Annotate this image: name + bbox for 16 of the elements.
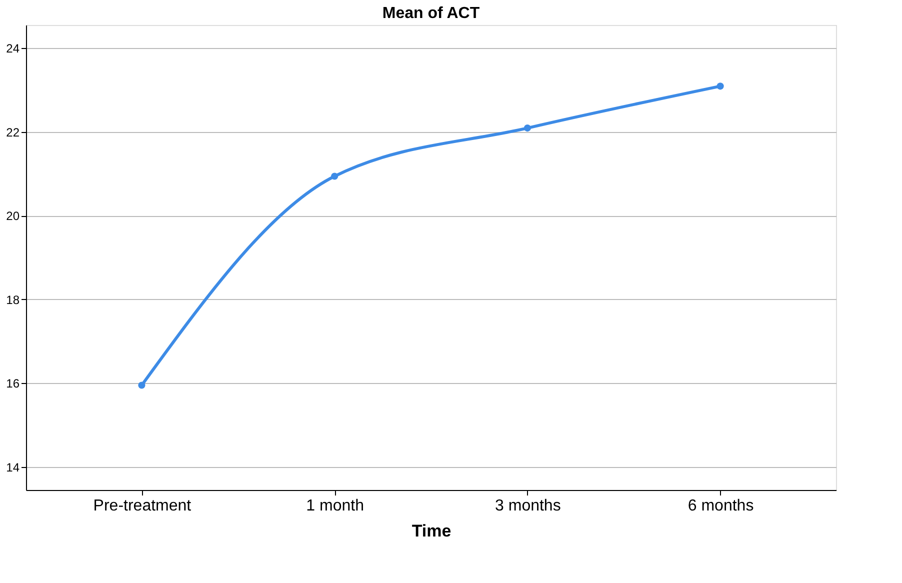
x-tick-label: 3 months: [495, 498, 561, 514]
chart-title: Mean of ACT: [382, 5, 480, 22]
y-tick-label: 20: [6, 209, 20, 224]
x-axis-title: Time: [412, 522, 452, 540]
y-tick-label: 24: [6, 42, 20, 56]
point: [331, 172, 338, 180]
y-tick-label: 18: [6, 292, 20, 307]
y-tick-label: 16: [6, 376, 20, 391]
y-tick-label: 22: [6, 125, 20, 140]
point: [138, 382, 146, 389]
point: [524, 124, 531, 132]
x-tick-label: 1 month: [306, 498, 364, 514]
point: [716, 82, 724, 90]
x-tick-label: 6 months: [688, 498, 754, 514]
x-tick-label: Pre-treatment: [93, 498, 192, 514]
y-tick-label: 14: [6, 460, 20, 474]
